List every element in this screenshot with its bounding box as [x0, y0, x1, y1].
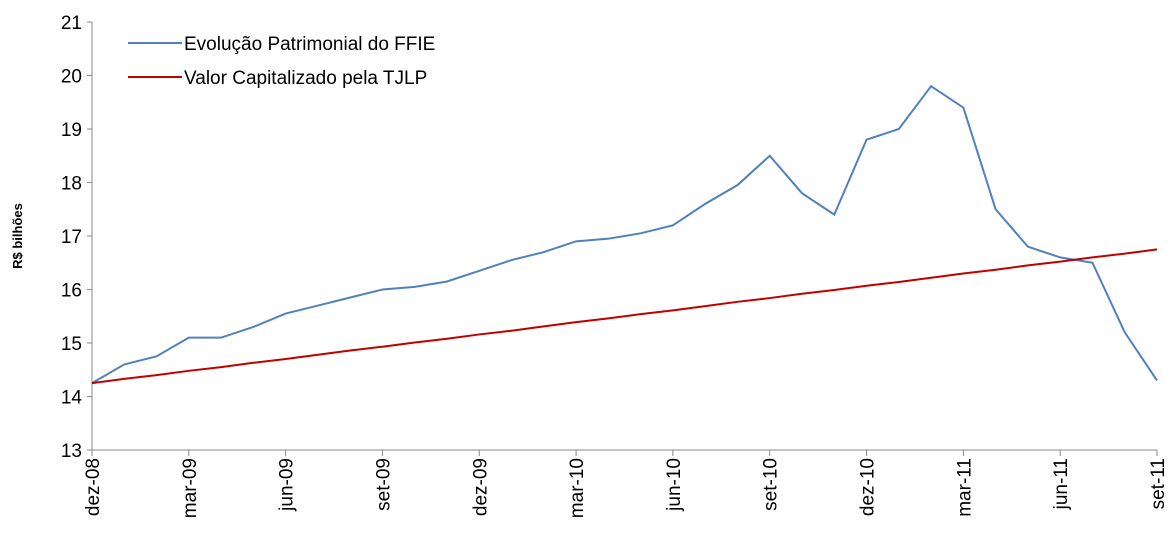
- y-tick-label: 17: [61, 227, 82, 248]
- y-tick-label: 15: [61, 334, 82, 355]
- y-tick-label: 21: [61, 13, 82, 34]
- y-tick-label: 14: [61, 388, 83, 409]
- x-tick-label: jun-09: [277, 458, 298, 512]
- x-tick-label: set-11: [1148, 458, 1169, 509]
- y-tick-label: 19: [61, 120, 82, 141]
- y-tick-label: 20: [61, 67, 82, 88]
- y-tick-label: 16: [61, 281, 82, 302]
- x-tick-label: dez-08: [83, 458, 104, 516]
- x-tick-label: jun-10: [664, 458, 685, 512]
- x-tick-label: set-10: [761, 458, 782, 511]
- y-tick-label: 18: [61, 174, 82, 195]
- x-tick-label: mar-09: [180, 458, 201, 518]
- y-axis-label: R$ bilhões: [10, 203, 25, 269]
- x-tick-label: jun-11: [1051, 458, 1072, 510]
- x-tick-label: mar-11: [954, 458, 975, 517]
- x-tick-label: dez-10: [858, 458, 879, 516]
- legend-label: Valor Capitalizado pela TJLP: [184, 68, 427, 89]
- x-tick-label: set-09: [373, 458, 394, 511]
- series-line: [91, 248, 1158, 385]
- y-tick-label: 13: [61, 441, 82, 462]
- series-line: [91, 84, 1158, 384]
- legend-label: Evolução Patrimonial do FFIE: [184, 34, 435, 55]
- x-tick-label: mar-10: [567, 458, 588, 518]
- x-tick-label: dez-09: [470, 458, 491, 516]
